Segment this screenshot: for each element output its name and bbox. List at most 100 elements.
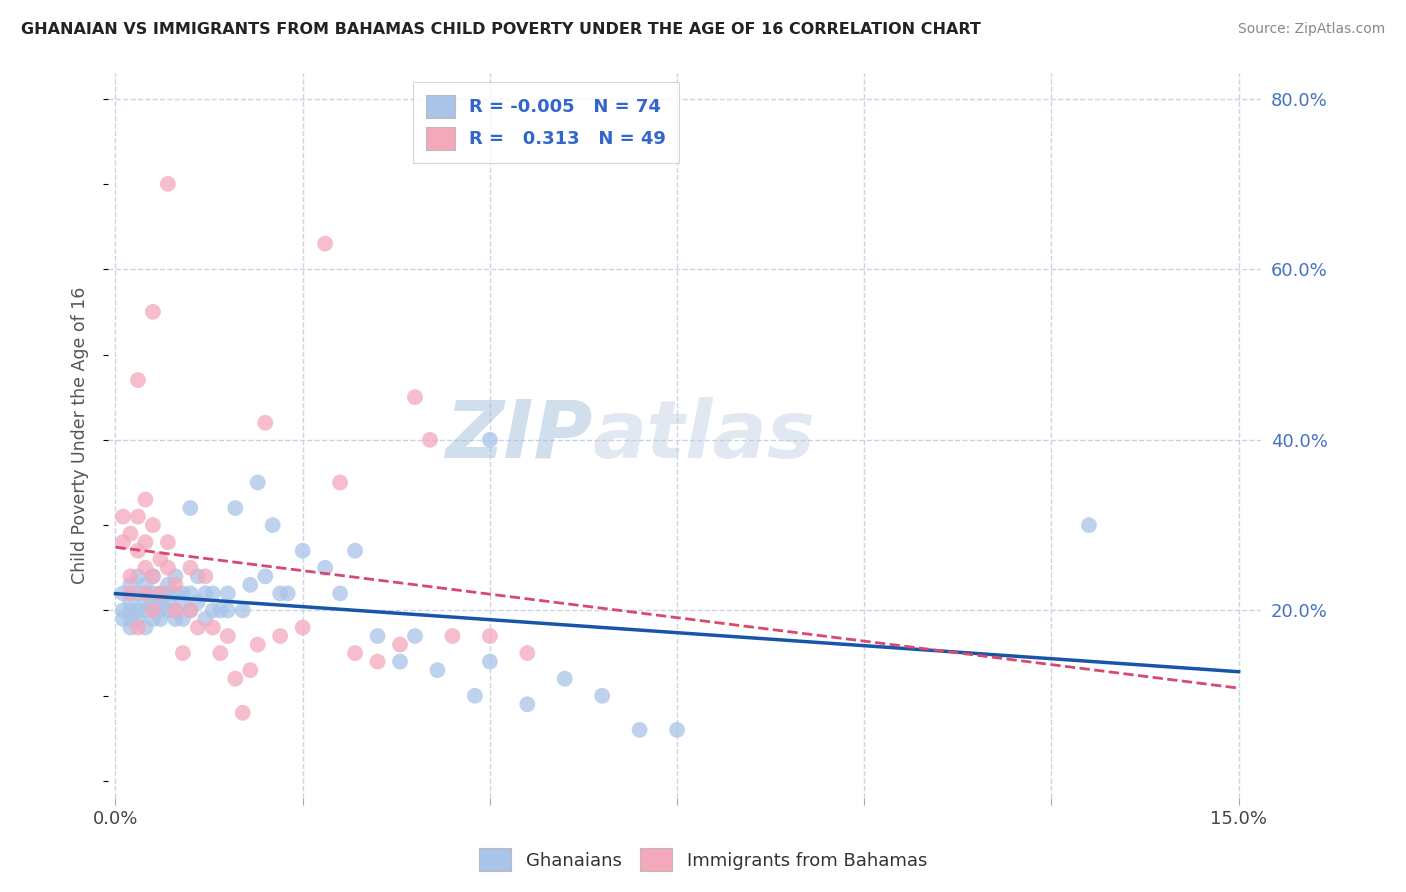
Point <box>246 475 269 490</box>
Point <box>120 578 142 592</box>
Point <box>120 586 142 600</box>
Point <box>111 603 134 617</box>
Point <box>426 663 449 677</box>
Point <box>127 612 149 626</box>
Point <box>172 586 194 600</box>
Point <box>165 612 187 626</box>
Y-axis label: Child Poverty Under the Age of 16: Child Poverty Under the Age of 16 <box>72 287 89 584</box>
Point <box>165 603 187 617</box>
Text: GHANAIAN VS IMMIGRANTS FROM BAHAMAS CHILD POVERTY UNDER THE AGE OF 16 CORRELATIO: GHANAIAN VS IMMIGRANTS FROM BAHAMAS CHIL… <box>21 22 981 37</box>
Point <box>187 569 209 583</box>
Point <box>404 629 426 643</box>
Point <box>156 595 179 609</box>
Point <box>156 177 179 191</box>
Point <box>127 603 149 617</box>
Point <box>269 586 291 600</box>
Point <box>554 672 576 686</box>
Point <box>142 518 165 533</box>
Point <box>224 501 246 516</box>
Point <box>194 612 217 626</box>
Text: Source: ZipAtlas.com: Source: ZipAtlas.com <box>1237 22 1385 37</box>
Point <box>201 620 224 634</box>
Point <box>149 586 172 600</box>
Point <box>127 543 149 558</box>
Point <box>277 586 299 600</box>
Point <box>172 595 194 609</box>
Point <box>111 612 134 626</box>
Point <box>179 586 201 600</box>
Point <box>254 569 277 583</box>
Point <box>142 595 165 609</box>
Point <box>149 552 172 566</box>
Point <box>389 655 412 669</box>
Point <box>134 586 156 600</box>
Point <box>516 646 538 660</box>
Point <box>179 603 201 617</box>
Point <box>127 569 149 583</box>
Point <box>172 646 194 660</box>
Point <box>367 655 389 669</box>
Point <box>134 578 156 592</box>
Point <box>142 569 165 583</box>
Point <box>165 603 187 617</box>
Point <box>149 603 172 617</box>
Point <box>209 646 232 660</box>
Point <box>111 535 134 549</box>
Point <box>262 518 284 533</box>
Point <box>111 509 134 524</box>
Point <box>120 595 142 609</box>
Point <box>478 433 501 447</box>
Point <box>209 603 232 617</box>
Point <box>142 612 165 626</box>
Point <box>224 672 246 686</box>
Point <box>142 603 165 617</box>
Point <box>389 638 412 652</box>
Point <box>344 646 367 660</box>
Point <box>201 603 224 617</box>
Point <box>314 236 336 251</box>
Point <box>187 620 209 634</box>
Point <box>194 569 217 583</box>
Point <box>591 689 613 703</box>
Point <box>217 629 239 643</box>
Point <box>120 526 142 541</box>
Point <box>344 543 367 558</box>
Point <box>441 629 464 643</box>
Point <box>329 475 352 490</box>
Point <box>149 586 172 600</box>
Text: ZIP: ZIP <box>444 397 592 475</box>
Point <box>165 569 187 583</box>
Point <box>149 595 172 609</box>
Point <box>134 561 156 575</box>
Point <box>314 561 336 575</box>
Point <box>179 561 201 575</box>
Point <box>478 655 501 669</box>
Point <box>232 603 254 617</box>
Point <box>666 723 689 737</box>
Point <box>111 586 134 600</box>
Point <box>464 689 486 703</box>
Point <box>628 723 651 737</box>
Point <box>291 543 314 558</box>
Point <box>120 603 142 617</box>
Point <box>127 373 149 387</box>
Point <box>120 620 142 634</box>
Point <box>120 612 142 626</box>
Point <box>194 586 217 600</box>
Point <box>1077 518 1099 533</box>
Point <box>419 433 441 447</box>
Point <box>134 603 156 617</box>
Point <box>179 603 201 617</box>
Point <box>134 586 156 600</box>
Point <box>165 578 187 592</box>
Point <box>142 603 165 617</box>
Point <box>269 629 291 643</box>
Point <box>127 620 149 634</box>
Point <box>201 586 224 600</box>
Point <box>329 586 352 600</box>
Point <box>516 698 538 712</box>
Point <box>239 578 262 592</box>
Point <box>142 586 165 600</box>
Point <box>367 629 389 643</box>
Point <box>404 390 426 404</box>
